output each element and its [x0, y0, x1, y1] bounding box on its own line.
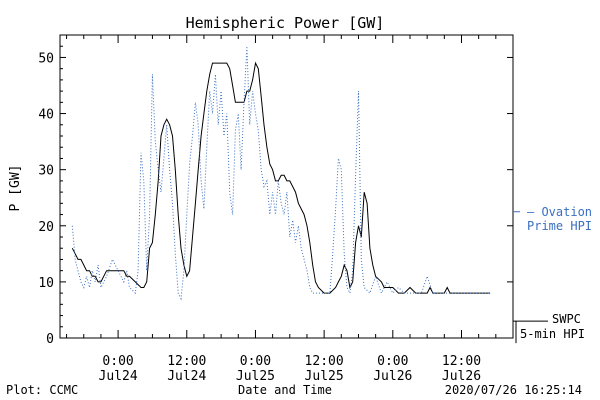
x-tick-label-time: 12:00 — [442, 354, 481, 369]
y-axis-label: P [GW] — [8, 165, 23, 212]
x-tick-label-date: Jul26 — [442, 369, 481, 384]
x-tick-label-date: Jul24 — [99, 369, 138, 384]
y-tick-label: 0 — [46, 332, 54, 347]
x-tick-label-date: Jul26 — [373, 369, 412, 384]
tick-layer: 010203040500:00Jul2412:00Jul240:00Jul251… — [38, 35, 513, 384]
y-tick-label: 20 — [38, 220, 54, 235]
plot-frame — [59, 34, 514, 339]
x-axis-label: Date and Time — [238, 383, 332, 397]
y-tick-label: 10 — [38, 276, 54, 291]
x-tick-label-time: 0:00 — [377, 354, 408, 369]
x-tick-label-date: Jul25 — [236, 369, 275, 384]
legend-ovation-label-2: Prime HPI — [527, 219, 592, 233]
x-tick-label-date: Jul25 — [305, 369, 344, 384]
legend-swpc-label: SWPC — [552, 312, 581, 326]
x-tick-label-time: 12:00 — [305, 354, 344, 369]
y-tick-label: 40 — [38, 108, 54, 123]
series-layer — [71, 46, 491, 301]
footer-timestamp: 2020/07/26 16:25:14 — [445, 383, 582, 397]
footer-plot-credit: Plot: CCMC — [6, 383, 78, 397]
x-tick-label-time: 0:00 — [102, 354, 133, 369]
series-ovation-line — [71, 46, 491, 301]
x-tick-label-time: 12:00 — [167, 354, 206, 369]
y-tick-label: 50 — [38, 51, 54, 66]
x-tick-label-date: Jul24 — [167, 369, 206, 384]
y-tick-label: 30 — [38, 164, 54, 179]
legend-swpc-label-2: 5-min HPI — [520, 327, 585, 341]
series-swpc-line — [71, 61, 491, 294]
x-tick-label-time: 0:00 — [240, 354, 271, 369]
legend-ovation-label: – Ovation — [527, 205, 592, 219]
chart-title: Hemispheric Power [GW] — [186, 14, 385, 32]
